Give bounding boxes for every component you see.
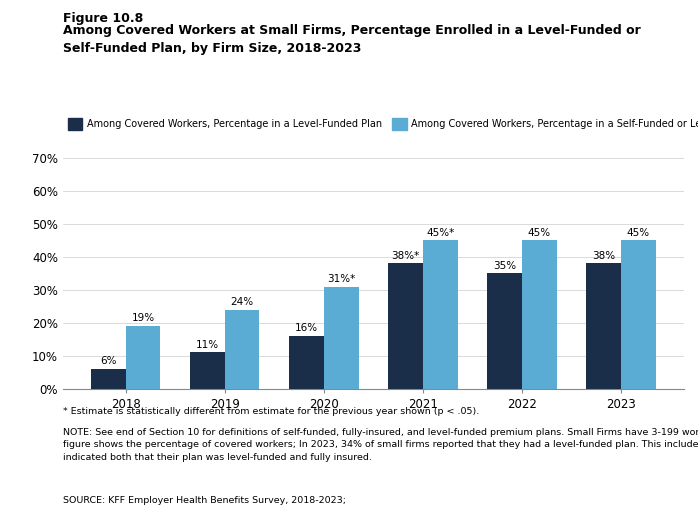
Text: 19%: 19% xyxy=(131,313,155,323)
Text: 24%: 24% xyxy=(230,297,253,307)
Bar xyxy=(586,264,621,388)
Text: 38%*: 38%* xyxy=(392,251,419,261)
Text: 38%: 38% xyxy=(592,251,616,261)
Bar xyxy=(126,326,161,388)
Text: SOURCE: KFF Employer Health Benefits Survey, 2018-2023;: SOURCE: KFF Employer Health Benefits Sur… xyxy=(63,496,346,505)
Text: Figure 10.8: Figure 10.8 xyxy=(63,12,143,25)
Bar xyxy=(487,274,522,388)
Text: 16%: 16% xyxy=(295,323,318,333)
Bar xyxy=(91,369,126,388)
Text: 35%: 35% xyxy=(493,261,517,271)
Text: * Estimate is statistically different from estimate for the previous year shown : * Estimate is statistically different fr… xyxy=(63,407,479,416)
Text: 11%: 11% xyxy=(196,340,219,350)
Text: Among Covered Workers at Small Firms, Percentage Enrolled in a Level-Funded or
S: Among Covered Workers at Small Firms, Pe… xyxy=(63,24,641,55)
Bar xyxy=(522,240,557,388)
Text: 31%*: 31%* xyxy=(327,274,355,284)
Legend: Among Covered Workers, Percentage in a Level-Funded Plan, Among Covered Workers,: Among Covered Workers, Percentage in a L… xyxy=(68,118,698,130)
Bar xyxy=(621,240,656,388)
Text: 6%: 6% xyxy=(100,356,117,366)
Text: NOTE: See end of Section 10 for definitions of self-funded, fully-insured, and l: NOTE: See end of Section 10 for definiti… xyxy=(63,428,698,462)
Bar xyxy=(289,336,324,388)
Text: 45%: 45% xyxy=(627,228,650,238)
Text: 45%*: 45%* xyxy=(426,228,454,238)
Bar xyxy=(225,310,260,388)
Bar xyxy=(388,264,423,388)
Bar xyxy=(324,287,359,388)
Text: 45%: 45% xyxy=(528,228,551,238)
Bar xyxy=(423,240,458,388)
Bar xyxy=(190,352,225,388)
